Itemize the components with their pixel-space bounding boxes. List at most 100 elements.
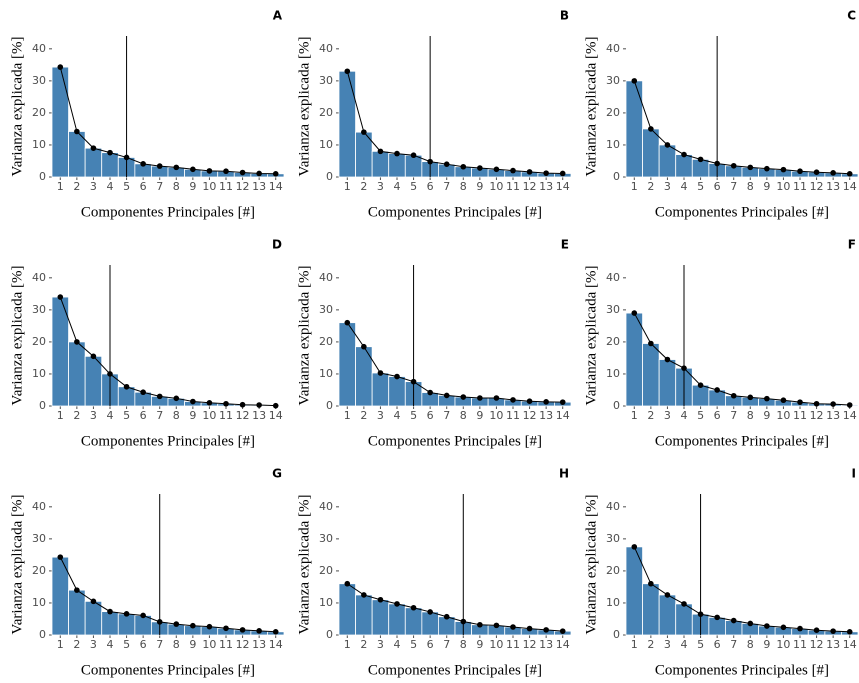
point	[510, 624, 516, 630]
x-tick-label: 7	[730, 180, 737, 193]
x-tick-label: 12	[236, 638, 250, 651]
point	[190, 398, 196, 405]
bar	[675, 603, 693, 636]
point	[648, 340, 654, 347]
y-tick-label: 20	[319, 335, 333, 348]
bar	[642, 128, 660, 178]
x-tick-label: 10	[202, 180, 216, 193]
y-tick-label: 10	[32, 596, 46, 609]
point	[460, 163, 467, 170]
point	[190, 622, 196, 629]
x-tick-label: 14	[269, 180, 283, 193]
point	[780, 166, 787, 173]
point	[830, 170, 836, 176]
x-tick-label: 4	[681, 638, 688, 651]
point	[361, 592, 367, 598]
x-tick-label: 2	[360, 409, 367, 422]
x-tick-label: 11	[219, 409, 233, 422]
point	[239, 169, 246, 176]
bar	[388, 153, 406, 178]
panel: D Componentes Principales [#] Varianza exp…	[9, 238, 285, 449]
point	[714, 387, 720, 393]
y-tick-label: 30	[32, 74, 46, 87]
point	[173, 621, 180, 627]
x-tick-label: 11	[793, 409, 807, 422]
panel-title: G	[272, 467, 282, 481]
x-tick-label: 13	[826, 638, 840, 651]
point	[156, 393, 163, 400]
point	[813, 627, 820, 633]
x-tick-label: 3	[664, 638, 671, 651]
y-tick-label: 20	[32, 564, 46, 577]
point	[377, 596, 384, 603]
point	[664, 592, 671, 598]
x-tick-label: 5	[410, 409, 417, 422]
point	[173, 395, 180, 402]
x-axis-label: Componentes Principales [#]	[368, 662, 542, 678]
x-tick-label: 4	[394, 409, 401, 422]
bar	[338, 70, 356, 178]
point	[107, 608, 113, 615]
x-tick-label: 13	[826, 409, 840, 422]
point	[730, 162, 737, 169]
panel: C Componentes Principales [#] Varianza exp…	[583, 9, 859, 220]
x-tick-label: 1	[344, 409, 351, 422]
x-tick-label: 2	[73, 180, 80, 193]
x-tick-label: 7	[156, 180, 163, 193]
bar	[355, 594, 373, 636]
x-tick-label: 9	[763, 180, 770, 193]
x-tick-label: 1	[57, 638, 64, 651]
x-tick-label: 12	[236, 409, 250, 422]
panel-title: B	[560, 9, 569, 23]
y-tick-label: 0	[39, 628, 46, 641]
point	[377, 148, 384, 155]
point	[764, 395, 770, 402]
x-tick-label: 9	[189, 409, 196, 422]
x-tick-label: 1	[57, 409, 64, 422]
bar	[68, 589, 86, 636]
x-tick-label: 13	[252, 409, 266, 422]
point	[123, 611, 130, 617]
point	[90, 598, 97, 605]
point	[74, 128, 80, 135]
point	[156, 163, 163, 169]
point	[206, 623, 213, 630]
x-tick-label: 5	[123, 638, 130, 651]
bar	[642, 583, 660, 636]
bar	[101, 611, 119, 636]
point	[272, 628, 279, 635]
point	[797, 625, 803, 632]
y-tick-label: 40	[32, 500, 46, 513]
y-tick-label: 20	[319, 106, 333, 119]
x-tick-label: 1	[631, 180, 638, 193]
x-tick-label: 6	[427, 409, 434, 422]
x-tick-label: 6	[140, 638, 147, 651]
y-tick-label: 0	[39, 399, 46, 412]
point	[394, 373, 400, 380]
point	[256, 628, 262, 634]
x-tick-label: 12	[810, 180, 824, 193]
point	[223, 400, 229, 407]
point	[797, 168, 803, 175]
point	[361, 129, 367, 135]
point	[797, 399, 803, 405]
x-tick-label: 3	[377, 180, 384, 193]
x-tick-label: 7	[730, 638, 737, 651]
point	[74, 339, 80, 345]
x-tick-label: 6	[140, 409, 147, 422]
x-tick-label: 10	[776, 180, 790, 193]
y-tick-label: 20	[606, 564, 620, 577]
point	[543, 170, 549, 176]
x-tick-label: 13	[539, 409, 553, 422]
x-tick-label: 5	[123, 180, 130, 193]
x-tick-label: 3	[377, 409, 384, 422]
x-tick-label: 14	[843, 180, 857, 193]
bar	[658, 144, 677, 178]
point	[648, 580, 654, 587]
x-axis-label: Componentes Principales [#]	[655, 204, 829, 220]
panel: G Componentes Principales [#] Varianza exp…	[9, 467, 285, 678]
x-axis-label: Componentes Principales [#]	[655, 433, 829, 449]
point	[443, 392, 450, 399]
x-tick-label: 3	[90, 409, 97, 422]
